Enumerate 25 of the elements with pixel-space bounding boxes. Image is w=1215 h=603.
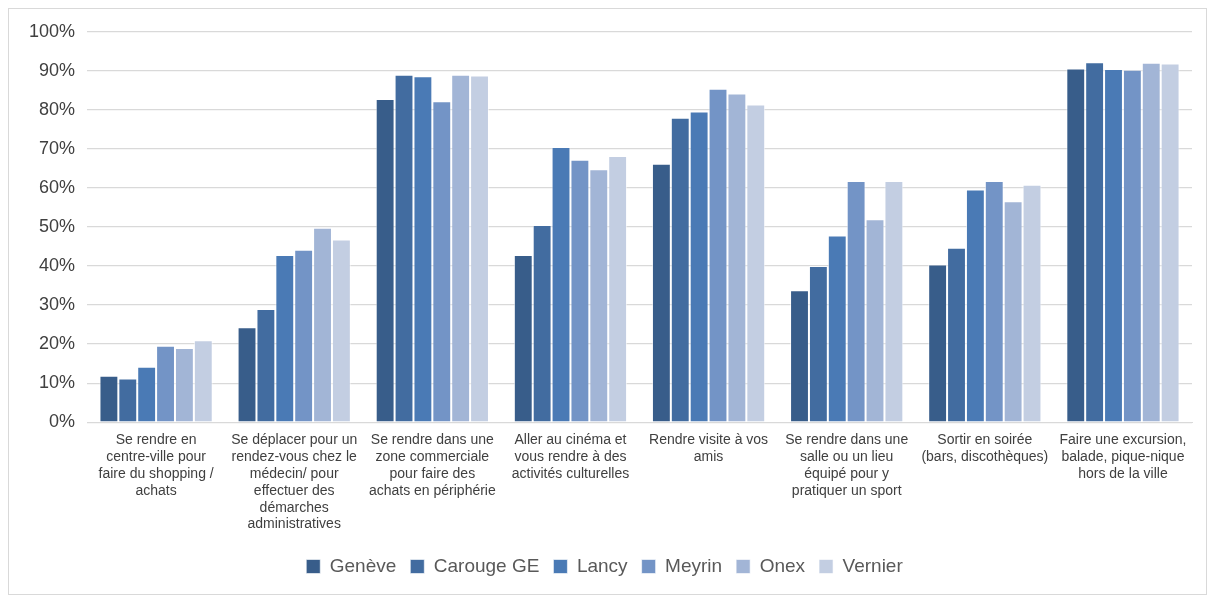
legend-label: Onex (759, 554, 806, 576)
x-tick-label: Se déplacer pour un rendez-vous chez le médecin/ pour effectuer des démarches administratives (231, 431, 358, 532)
y-tick-label: 50% (39, 215, 76, 236)
legend-label: Vernier (842, 554, 904, 576)
x-tick-label: Faire une excursion, balade, pique-nique hors de la ville (1059, 431, 1187, 482)
y-tick-label: 60% (39, 176, 76, 197)
y-tick-label: 20% (39, 333, 76, 354)
x-tick-label: Se rendre dans une salle ou un lieu équipé pour y pratiquer un sport (785, 431, 909, 498)
x-tick-label: Sortir en soirée (bars, discothèques) (921, 431, 1049, 465)
x-tick-label: Aller au cinéma et vous rendre à des activités culturelles (511, 431, 630, 482)
y-tick-label: 0% (49, 411, 76, 432)
legend-label: Genève (329, 554, 397, 576)
legend-label: Carouge GE (433, 554, 540, 576)
x-tick-label: Se rendre dans une zone commerciale pour faire des achats en périphérie (368, 431, 496, 498)
y-tick-label: 90% (39, 59, 76, 80)
x-tick-label: Se rendre en centre-ville pour faire du shopping / achats (98, 431, 214, 498)
y-tick-label: 30% (39, 294, 76, 315)
y-tick-label: 10% (39, 372, 76, 393)
x-tick-label: Rendre visite à vos amis (649, 431, 769, 465)
legend-label: Meyrin (665, 554, 723, 576)
y-tick-label: 40% (39, 255, 76, 276)
y-tick-label: 80% (39, 98, 76, 119)
y-tick-label: 70% (39, 137, 76, 158)
y-tick-label: 100% (28, 20, 76, 41)
legend-label: Lancy (576, 554, 629, 576)
